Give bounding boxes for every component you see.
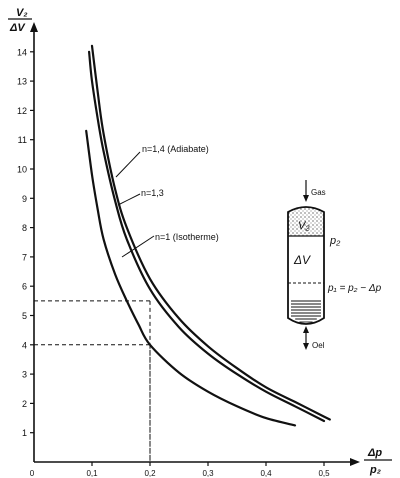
vessel-diagram: Gas V₂ p₂ ΔV p₁ = p₂ − Δp Oel <box>287 180 382 350</box>
series-label-isotherme: n=1 (Isotherme) <box>155 232 219 242</box>
p2-label: p₂ <box>329 235 341 247</box>
curve-n13 <box>88 50 326 423</box>
p1-label: p₁ = p₂ − Δp <box>327 283 382 294</box>
x-axis-label-numerator: Δp <box>367 447 382 459</box>
dv-label: ΔV <box>293 253 311 267</box>
y-tick-label: 1 <box>22 428 27 438</box>
y-axis-label-denominator: ΔV <box>9 22 26 34</box>
curve-adiabate <box>90 44 331 421</box>
y-tick-label: 7 <box>22 252 27 262</box>
y-tick-label: 10 <box>17 165 27 175</box>
gas-inlet-arrow <box>303 195 309 202</box>
x-tick-label: 0,3 <box>202 469 214 478</box>
v2-label: V₂ <box>298 220 310 232</box>
leader-isotherme <box>121 235 155 258</box>
oil-port-arrow-up <box>303 326 309 333</box>
y-tick-label: 13 <box>17 77 27 87</box>
curve-isotherme <box>85 129 297 427</box>
x-tick-label: 0,2 <box>144 469 156 478</box>
series-label-n13: n=1,3 <box>141 188 164 198</box>
oil-port-arrow-down <box>303 343 309 350</box>
y-tick-label: 8 <box>22 223 27 233</box>
y-tick-label: 9 <box>22 194 27 204</box>
gas-label: Gas <box>311 188 326 197</box>
x-tick-label: 0 <box>30 469 35 478</box>
y-tick-label: 4 <box>22 340 27 350</box>
y-axis-arrow <box>30 22 38 32</box>
x-axis-label-denominator: p₂ <box>369 464 381 476</box>
y-tick-label: 12 <box>17 106 27 116</box>
oil-region <box>288 298 324 324</box>
gas-region <box>288 207 324 236</box>
x-tick-label: 0,5 <box>318 469 330 478</box>
x-tick-label: 0,1 <box>86 469 98 478</box>
y-tick-label: 14 <box>17 47 27 57</box>
y-tick-label: 2 <box>22 399 27 409</box>
leader-adiabate <box>115 151 141 178</box>
series-label-adiabate: n=1,4 (Adiabate) <box>142 144 209 154</box>
y-tick-label: 6 <box>22 282 27 292</box>
x-axis-arrow <box>350 458 360 466</box>
y-tick-label: 5 <box>22 311 27 321</box>
oil-label: Oel <box>312 341 325 350</box>
leader-n13 <box>117 193 141 206</box>
vessel-outline <box>287 206 325 325</box>
y-tick-label: 3 <box>22 370 27 380</box>
y-axis-label-numerator: V₂ <box>16 7 28 19</box>
x-tick-label: 0,4 <box>260 469 272 478</box>
oil-hatching <box>291 300 321 323</box>
curves <box>85 44 331 427</box>
reference-lines <box>34 300 151 462</box>
y-tick-label: 11 <box>18 135 27 145</box>
